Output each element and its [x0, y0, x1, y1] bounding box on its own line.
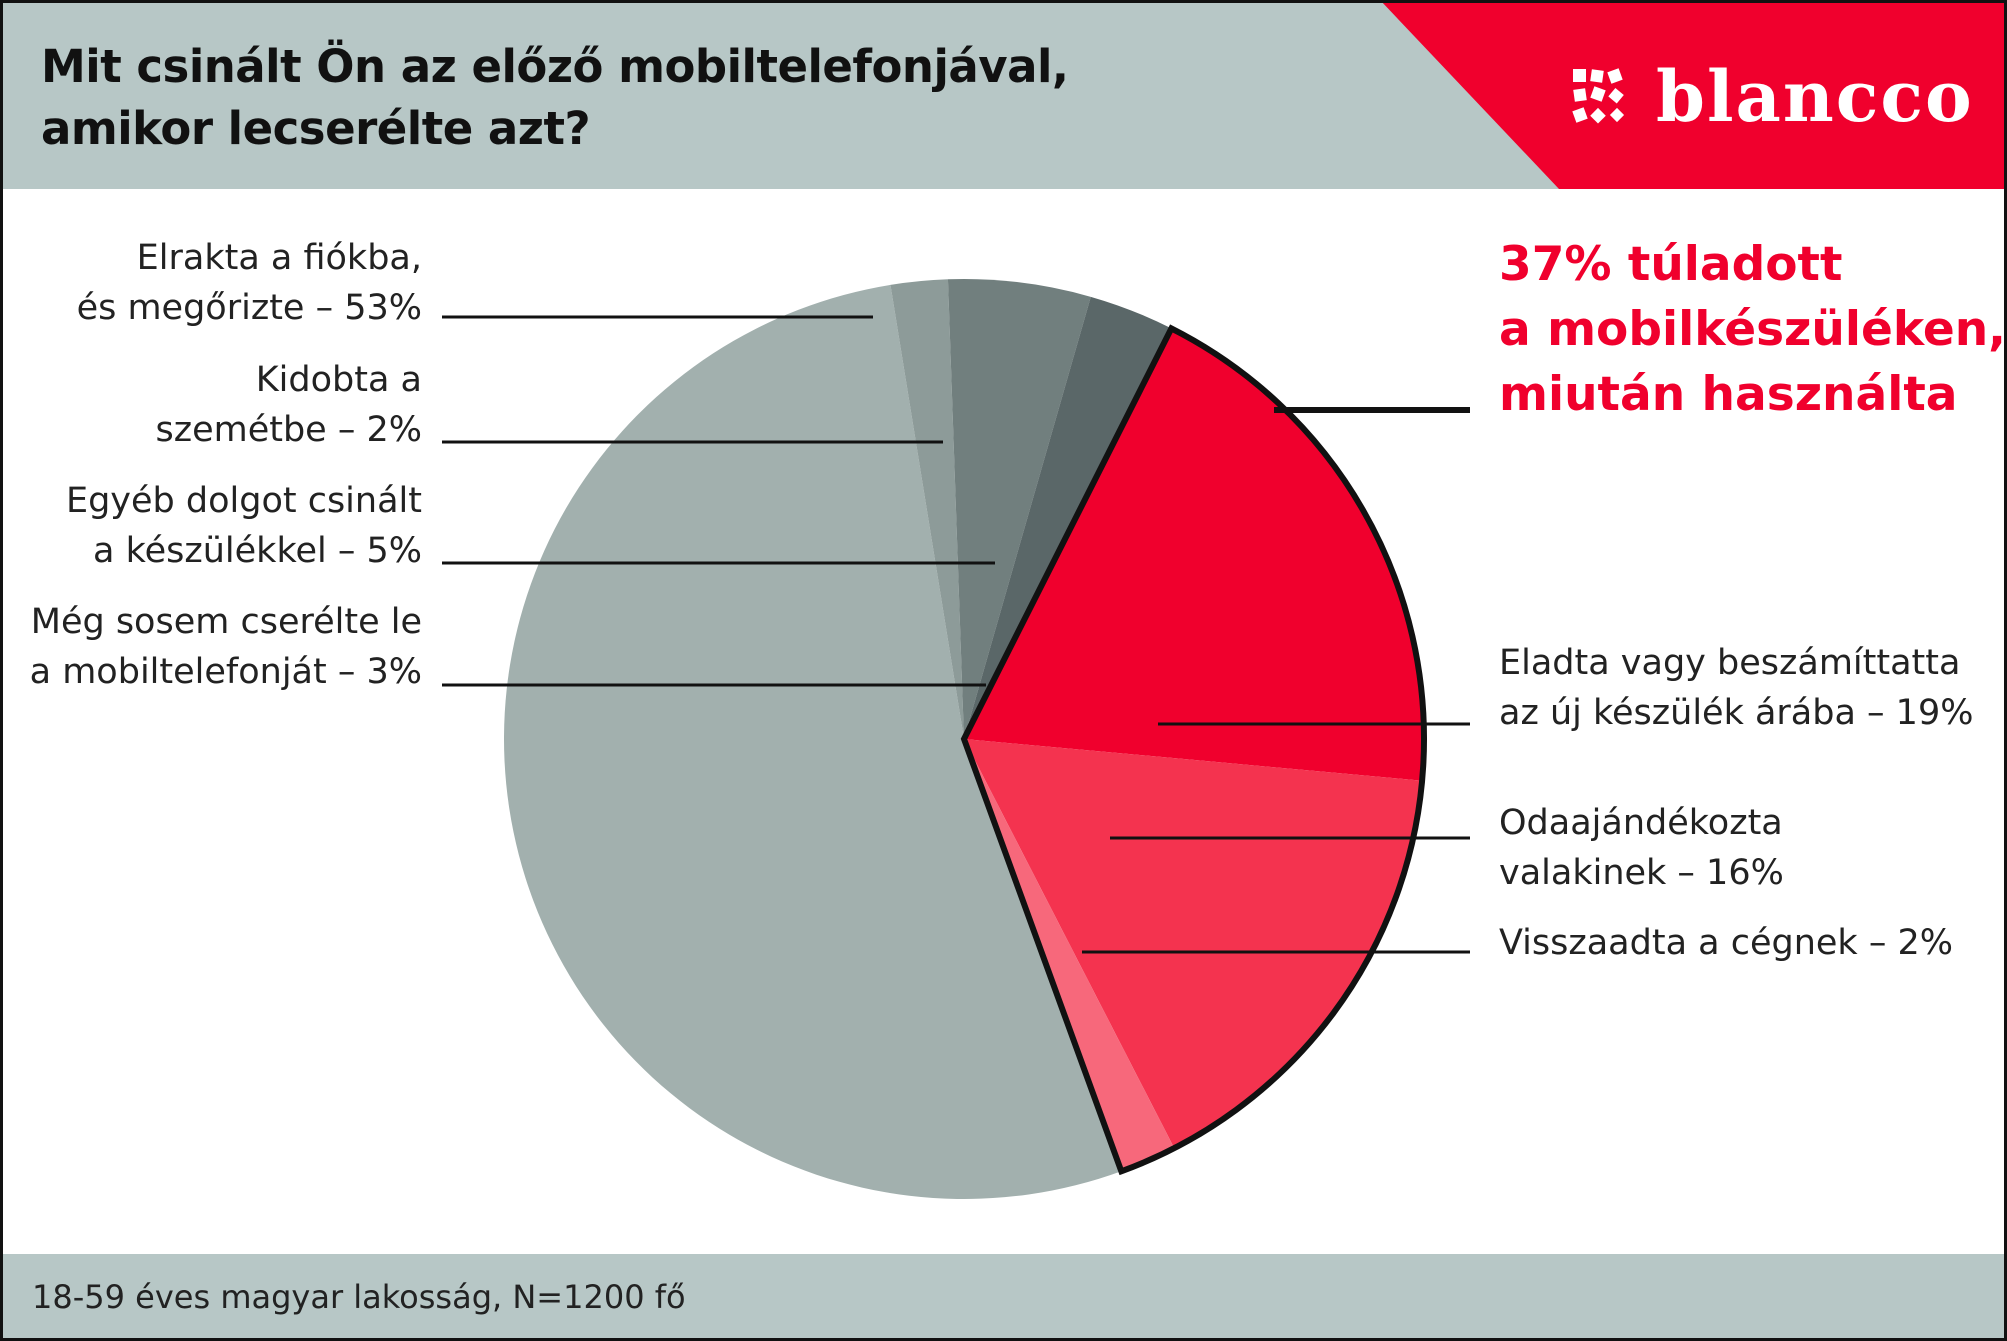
label-line: szemétbe – 2%	[155, 410, 422, 450]
highlight-outline	[960, 324, 1427, 1176]
pie-slice-1	[890, 279, 964, 739]
label-line: Elrakta a fiókba,	[136, 238, 422, 278]
title-line: amikor lecserélte azt?	[41, 102, 591, 155]
logo-squares-icon	[1572, 68, 1625, 124]
pie-slice-4	[964, 328, 1424, 781]
label-line: a mobiltelefonját – 3%	[29, 652, 422, 692]
label-line: és megőrizte – 53%	[76, 288, 422, 328]
label-never-replaced: Még sosem cserélte le a mobiltelefonját …	[30, 597, 422, 697]
pie-slice-2	[947, 279, 1091, 739]
label-line: Kidobta a	[255, 360, 422, 400]
label-kept-drawer: Elrakta a fiókba, és megőrizte – 53%	[77, 233, 422, 333]
logo-text: blancco	[1656, 55, 1974, 138]
label-line: Visszaadta a cégnek – 2%	[1499, 923, 1953, 963]
label-line: az új készülék árába – 19%	[1499, 693, 1974, 733]
headline-line: miután használta	[1499, 367, 1958, 422]
logo-red-band	[1380, 0, 2007, 189]
label-line: Odaajándékozta	[1499, 803, 1783, 843]
label-line: valakinek – 16%	[1499, 853, 1784, 893]
label-thrown-away: Kidobta a szemétbe – 2%	[155, 355, 422, 455]
blancco-logo: blancco	[1572, 62, 1974, 132]
label-gifted: Odaajándékozta valakinek – 16%	[1499, 798, 1784, 898]
label-line: Egyéb dolgot csinált	[65, 481, 422, 521]
headline-line: a mobilkészüléken,	[1499, 302, 2007, 357]
footer-note: 18-59 éves magyar lakosság, N=1200 fő	[32, 1278, 686, 1316]
label-other: Egyéb dolgot csinált a készülékkel – 5%	[66, 476, 422, 576]
label-sold: Eladta vagy beszámíttatta az új készülék…	[1499, 638, 1973, 738]
page-title: Mit csinált Ön az előző mobiltelefonjáva…	[41, 36, 1069, 160]
pie-slice-0	[503, 284, 1122, 1200]
pie-slice-3	[964, 296, 1172, 739]
label-line: Eladta vagy beszámíttatta	[1499, 643, 1961, 683]
label-returned: Visszaadta a cégnek – 2%	[1499, 918, 1953, 968]
footer-band: 18-59 éves magyar lakosság, N=1200 fő	[3, 1254, 2004, 1338]
title-line: Mit csinált Ön az előző mobiltelefonjáva…	[41, 40, 1069, 93]
pie-slice-5	[964, 739, 1423, 1149]
headline-37-percent: 37% túladott a mobilkészüléken, miután h…	[1499, 232, 2006, 427]
label-line: Még sosem cserélte le	[30, 602, 422, 642]
headline-line: 37% túladott	[1499, 237, 1843, 292]
label-line: a készülékkel – 5%	[93, 531, 422, 571]
pie-slice-6	[964, 739, 1175, 1172]
